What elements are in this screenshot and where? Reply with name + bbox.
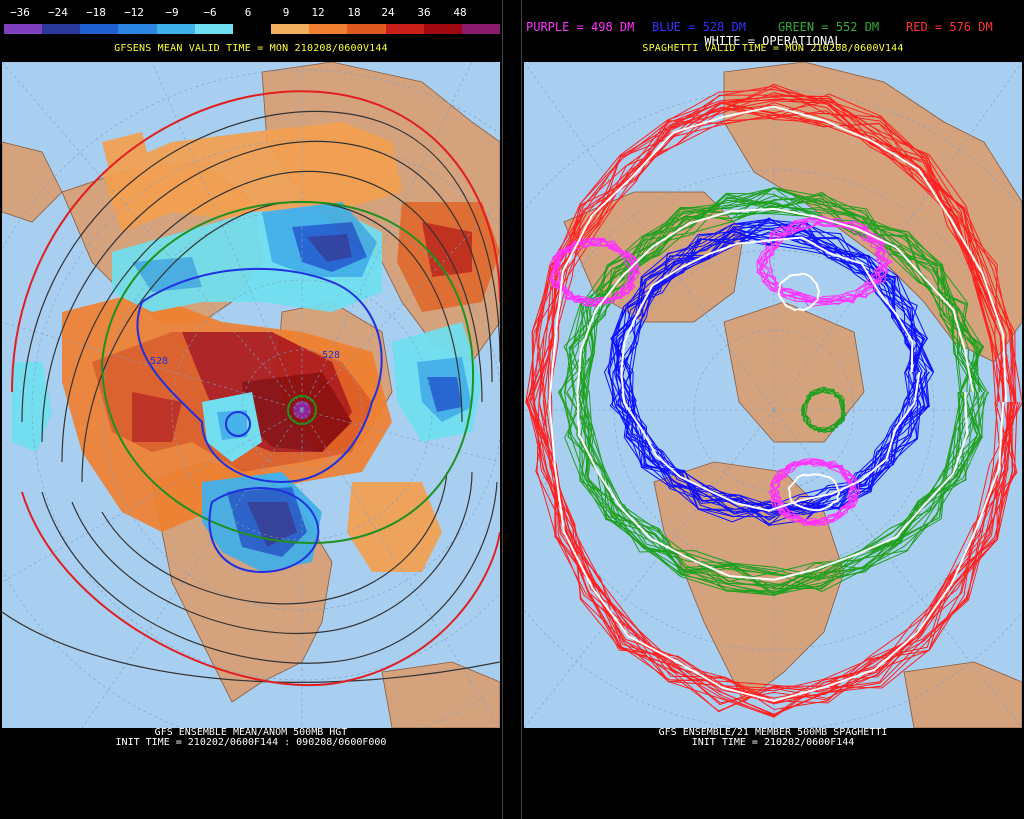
right-caption-init: INIT TIME = 210202/0600F144 [691, 737, 855, 748]
spaghetti-contour [576, 207, 974, 581]
colorbar-label: 9 [282, 6, 290, 19]
left-caption-init: INIT TIME = 210202/0600F144 : 090208/060… [115, 737, 387, 748]
colorbar-swatch [80, 24, 119, 34]
contour-label-528: 528 [150, 356, 168, 367]
spaghetti-contour [549, 237, 640, 304]
colorbar-swatch [42, 24, 81, 34]
colorbar-swatch [118, 24, 157, 34]
colorbar-swatch [4, 24, 43, 34]
legend-purple: PURPLE = 498 DM [526, 20, 635, 34]
spaghetti-contour [771, 461, 858, 524]
colorbar-swatches [4, 24, 501, 34]
spaghetti-contour [759, 215, 891, 303]
colorbar-swatch [232, 24, 272, 34]
colorbar-label: 48 [453, 6, 467, 19]
colorbar-label: 6 [244, 6, 252, 19]
colorbar-label: −18 [86, 6, 106, 19]
colorbar-swatch [156, 24, 195, 34]
spaghetti-contour [550, 237, 636, 303]
colorbar-label: −36 [10, 6, 30, 19]
contour-label-528: 528 [322, 350, 340, 361]
spaghetti-contour [579, 196, 988, 592]
colorbar-swatch [423, 24, 462, 34]
colorbar-swatch [347, 24, 386, 34]
spaghetti-map [524, 62, 1022, 728]
colorbar-label: −12 [124, 6, 144, 19]
colorbar-labels: −36 −24 −18 −12 −9 −6 6 9 12 18 24 36 48 [0, 2, 502, 20]
spaghetti-contour [770, 459, 861, 526]
colorbar-label: −6 [203, 6, 217, 19]
spaghetti-contour [615, 228, 927, 518]
mean-anomaly-map-svg: 528 528 [2, 62, 500, 728]
spaghetti-panel: PURPLE = 498 DM BLUE = 528 DM GREEN = 55… [522, 0, 1024, 819]
spaghetti-contour [566, 209, 985, 596]
ensemble-mean-panel: −36 −24 −18 −12 −9 −6 6 9 12 18 24 36 48… [0, 0, 502, 819]
spaghetti-contour [526, 86, 1016, 692]
spaghetti-contour [535, 101, 1017, 704]
right-caption: GFS ENSEMBLE/21 MEMBER 500MB SPAGHETTI I… [522, 728, 1024, 748]
spaghetti-contour [802, 386, 847, 434]
colorbar-swatch [194, 24, 233, 34]
colorbar-label: −9 [165, 6, 179, 19]
spaghetti-contour [564, 193, 988, 589]
right-valid-time: SPAGHETTI VALID TIME = MON 210208/0600V1… [642, 43, 904, 54]
colorbar-label: 36 [417, 6, 431, 19]
spaghetti-contour [787, 473, 841, 512]
colorbar-label: −24 [48, 6, 68, 19]
colorbar-swatch [461, 24, 501, 34]
left-caption: GFS ENSEMBLE MEAN/ANOM 500MB HGT INIT TI… [0, 728, 502, 748]
spaghetti-contour [777, 272, 821, 312]
anomaly-colorbar: −36 −24 −18 −12 −9 −6 6 9 12 18 24 36 48 [0, 2, 502, 36]
colorbar-label: 12 [311, 6, 325, 19]
colorbar-swatch [271, 24, 310, 34]
colorbar-label: 24 [381, 6, 395, 19]
spaghetti-contour [529, 100, 1022, 706]
spaghetti-contour [759, 217, 887, 305]
left-valid-time: GFSENS MEAN VALID TIME = MON 210208/0600… [114, 43, 388, 54]
spaghetti-contour [534, 98, 1016, 718]
legend-green: GREEN = 552 DM [778, 20, 880, 34]
operational-label: WHITE = OPERATIONAL [704, 34, 842, 48]
colorbar-swatch [309, 24, 348, 34]
spaghetti-member-lines [525, 83, 1022, 718]
legend-blue: BLUE = 528 DM [652, 20, 746, 34]
spaghetti-contour [610, 228, 934, 511]
colorbar-swatch [385, 24, 424, 34]
legend-red: RED = 576 DM [906, 20, 993, 34]
spaghetti-contour [563, 203, 990, 577]
spaghetti-contour [756, 218, 886, 302]
left-caption-title: GFS ENSEMBLE MEAN/ANOM 500MB HGT [154, 727, 348, 738]
mean-anomaly-map: 528 528 [2, 62, 500, 728]
spaghetti-contour [756, 218, 885, 304]
spaghetti-map-svg [524, 62, 1022, 728]
spaghetti-contour [532, 101, 1022, 699]
spaghetti-contour [535, 97, 1021, 699]
panel-divider [502, 0, 522, 819]
spaghetti-legend: PURPLE = 498 DM BLUE = 528 DM GREEN = 55… [522, 20, 1024, 36]
colorbar-label: 18 [347, 6, 361, 19]
spaghetti-contour [548, 105, 1008, 702]
spaghetti-contour [620, 236, 921, 512]
right-caption-title: GFS ENSEMBLE/21 MEMBER 500MB SPAGHETTI [658, 727, 888, 738]
spaghetti-contour [801, 387, 846, 431]
